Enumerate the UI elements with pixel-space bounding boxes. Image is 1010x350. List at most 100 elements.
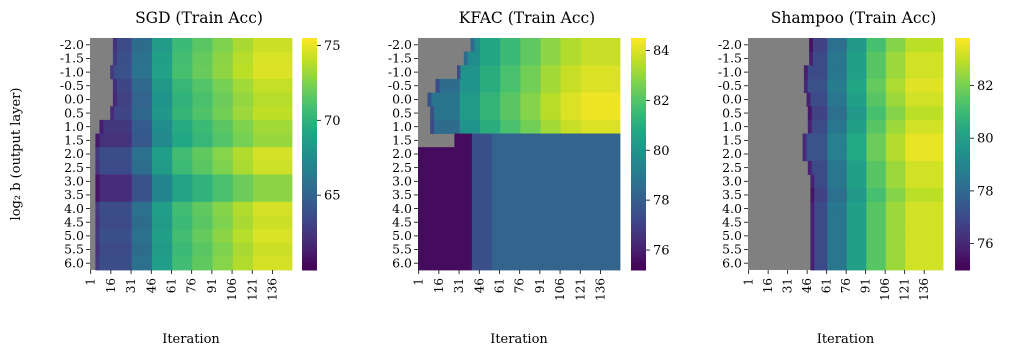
- y-tick-label: 4.0: [392, 201, 412, 216]
- heatmap-cell: [212, 256, 234, 271]
- heatmap-cell: [827, 106, 848, 121]
- heatmap-cell: [110, 65, 115, 80]
- heatmap-cell: [885, 160, 906, 175]
- heatmap-cell: [479, 51, 501, 66]
- x-tick-label: 91: [859, 278, 873, 293]
- heatmap-cell: [471, 215, 493, 230]
- y-tick-label: -0.5: [388, 78, 412, 93]
- colorbar-segment: [955, 49, 970, 54]
- colorbar-segment: [955, 169, 970, 174]
- heatmap-cell: [459, 92, 481, 107]
- colorbar-segment: [955, 161, 970, 167]
- heatmap-cell: [827, 188, 848, 203]
- heatmap-cell: [461, 65, 481, 80]
- heatmap-cell: [905, 188, 944, 203]
- colorbar-tick-label: 70: [324, 114, 341, 129]
- heatmap-cell: [866, 201, 887, 216]
- colorbar-segment: [631, 49, 646, 54]
- colorbar-tick-label: 84: [653, 44, 670, 59]
- heatmap-cell: [151, 256, 173, 271]
- colorbar-segment: [955, 242, 970, 248]
- heatmap-cell: [846, 215, 867, 230]
- heatmap-cell: [866, 188, 887, 203]
- heatmap-cell: [846, 174, 867, 189]
- heatmap-cell: [434, 119, 461, 134]
- colorbar-segment: [631, 115, 646, 120]
- heatmap-cell: [232, 65, 254, 80]
- colorbar-segment: [631, 173, 646, 178]
- y-tick-label: 1.5: [64, 133, 84, 148]
- heatmap-cell: [252, 92, 293, 107]
- heatmap-cell: [192, 188, 213, 203]
- colorbar-segment: [631, 99, 646, 105]
- colorbar-segment: [302, 173, 317, 178]
- y-tick-label: 4.0: [64, 201, 84, 216]
- heatmap-cell: [232, 78, 254, 93]
- heatmap-cell: [114, 65, 133, 80]
- heatmap-cell: [418, 147, 473, 162]
- heatmap-cell: [479, 78, 501, 93]
- colorbar-segment: [955, 115, 970, 120]
- colorbar-segment: [631, 219, 646, 225]
- heatmap-cell: [192, 106, 213, 121]
- heatmap-cell: [252, 242, 293, 257]
- heatmap-cell: [459, 119, 481, 134]
- heatmap-cell: [905, 174, 944, 189]
- heatmap-cell: [885, 133, 906, 148]
- colorbar-segment: [955, 119, 970, 124]
- heatmap-cell: [192, 242, 213, 257]
- heatmap-cell: [885, 188, 906, 203]
- heatmap-cell: [866, 65, 887, 80]
- heatmap-cell: [418, 188, 473, 203]
- heatmap-cell: [192, 229, 213, 244]
- heatmap-cell: [192, 147, 213, 162]
- colorbar-segment: [302, 196, 317, 201]
- heatmap-cell: [810, 242, 815, 257]
- heatmap-cell: [905, 38, 944, 53]
- heatmap-cell: [232, 256, 254, 271]
- heatmap-cell: [810, 201, 815, 216]
- heatmap-cell: [212, 133, 234, 148]
- heatmap-cell: [131, 78, 153, 93]
- heatmap-cell: [802, 133, 807, 148]
- heatmap-cell: [151, 229, 173, 244]
- colorbar-segment: [631, 41, 646, 47]
- heatmap-cell: [827, 51, 848, 66]
- heatmap-cell: [99, 119, 104, 134]
- x-tick-label: 16: [761, 278, 775, 293]
- heatmap-cell: [540, 51, 562, 66]
- heatmap-cell: [252, 215, 293, 230]
- heatmap-cell: [252, 229, 293, 244]
- heatmap-cell: [172, 92, 193, 107]
- colorbar-segment: [302, 262, 317, 267]
- y-axis-label: log₂ b (output layer): [9, 88, 24, 221]
- heatmap-cell: [492, 256, 621, 271]
- heatmap-cell: [212, 229, 234, 244]
- heatmap-cell: [212, 160, 234, 175]
- heatmap-cell: [560, 51, 582, 66]
- heatmap-cell: [212, 51, 234, 66]
- heatmap-cell: [151, 65, 173, 80]
- colorbar-segment: [302, 192, 317, 198]
- x-axis-label: Iteration: [490, 332, 548, 347]
- heatmap-cell: [580, 78, 621, 93]
- heatmap-cell: [131, 106, 153, 121]
- heatmap-cell: [99, 160, 133, 175]
- colorbar-segment: [302, 126, 317, 132]
- heatmap-cell: [95, 188, 100, 203]
- heatmap-cell: [232, 174, 254, 189]
- heatmap-cell: [459, 106, 481, 121]
- colorbar-segment: [955, 103, 970, 109]
- colorbar-segment: [302, 123, 317, 128]
- heatmap-cell: [885, 201, 906, 216]
- x-tick-label: 61: [820, 278, 834, 293]
- heatmap-cell: [885, 215, 906, 230]
- heatmap-cell: [866, 147, 887, 162]
- colorbar-segment: [631, 266, 646, 271]
- heatmap-cell: [807, 65, 828, 80]
- heatmap-cell: [866, 242, 887, 257]
- colorbar-segment: [631, 258, 646, 263]
- colorbar-segment: [631, 161, 646, 167]
- heatmap-cell: [479, 119, 501, 134]
- colorbar-segment: [302, 88, 317, 93]
